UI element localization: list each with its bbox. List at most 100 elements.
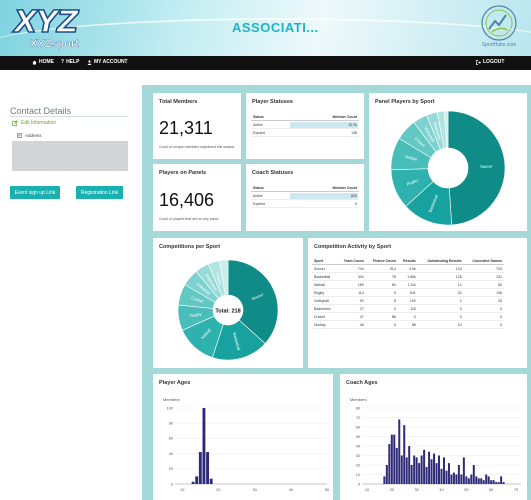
column-header[interactable]: Sport	[312, 258, 337, 265]
edit-information-link[interactable]: Edit Information	[12, 120, 56, 126]
histogram-bar[interactable]	[420, 455, 423, 485]
y-tick-label: 20	[169, 467, 173, 471]
histogram-bar[interactable]	[465, 476, 468, 484]
histogram-bar[interactable]	[410, 465, 413, 484]
histogram-bar[interactable]	[495, 482, 498, 484]
histogram-bar[interactable]	[198, 452, 202, 484]
event-signup-link-button[interactable]: Event sign up Link	[10, 186, 60, 199]
column-header[interactable]: Member Count	[289, 185, 359, 192]
histogram-bar[interactable]	[472, 465, 475, 484]
nav-logout[interactable]: LOGOUT	[476, 59, 504, 65]
histogram-bar[interactable]	[492, 480, 495, 484]
histogram-bar[interactable]	[442, 457, 445, 484]
registration-link-button[interactable]: Registration Link	[76, 186, 123, 199]
players-on-panels-caption: Count of players that are on any panel	[159, 217, 219, 221]
player-statuses-title: Player Statuses	[252, 99, 293, 105]
histogram-bar[interactable]	[413, 455, 416, 485]
value-cell: 703	[463, 264, 504, 273]
nav-account[interactable]: MY ACCOUNT	[87, 59, 128, 65]
histogram-bar[interactable]	[462, 457, 465, 484]
histogram-bar[interactable]	[191, 481, 195, 484]
user-icon	[87, 59, 92, 65]
histogram-bar[interactable]	[202, 408, 206, 484]
column-header[interactable]: Member Count	[289, 114, 359, 121]
banner-swirl	[0, 18, 531, 56]
histogram-bar[interactable]	[447, 463, 450, 484]
histogram-bar[interactable]	[390, 434, 393, 484]
histogram-bar[interactable]	[425, 466, 428, 484]
coach-ages-card: Coach Ages Members 0 10 20 30 40 50 60 70 80 10 20 3…	[340, 374, 527, 500]
histogram-bar[interactable]	[433, 453, 436, 484]
count-value: 138	[351, 130, 357, 135]
histogram-bar[interactable]	[457, 465, 460, 484]
column-header[interactable]: Results	[397, 258, 418, 265]
nav-home[interactable]: HOME	[32, 59, 54, 65]
count-cell: 20,7k	[289, 120, 359, 129]
histogram-bar[interactable]	[502, 482, 505, 484]
histogram-bar[interactable]	[452, 472, 455, 484]
x-tick-label: 20	[390, 488, 394, 492]
histogram-bar[interactable]	[455, 474, 458, 485]
pie-slice-label: Hockey	[215, 272, 224, 286]
column-header[interactable]: Fixture Count	[365, 258, 398, 265]
histogram-bar[interactable]	[398, 419, 401, 484]
histogram-bar[interactable]	[460, 474, 463, 485]
histogram-bar[interactable]	[450, 474, 453, 485]
histogram-bar[interactable]	[209, 478, 213, 484]
histogram-bar[interactable]	[393, 434, 396, 484]
histogram-bar[interactable]	[403, 425, 406, 484]
column-header[interactable]: Status	[251, 185, 290, 192]
histogram-bar[interactable]	[475, 476, 478, 484]
histogram-bar[interactable]	[490, 480, 493, 484]
histogram-bar[interactable]	[383, 476, 386, 484]
sport-cell: Cricket	[312, 312, 337, 321]
histogram-bar[interactable]	[470, 474, 473, 485]
histogram-bar[interactable]	[418, 463, 421, 484]
histogram-bar[interactable]	[440, 468, 443, 484]
x-tick-label: 10	[180, 488, 184, 492]
table-row: Expired 138	[251, 128, 359, 137]
value-cell: 84	[365, 280, 398, 289]
histogram-bar[interactable]	[206, 452, 210, 484]
header-banner: XYZ XYZsport ASSOCIATI... SportHubs.com	[0, 0, 531, 56]
histogram-bar[interactable]	[400, 455, 403, 485]
histogram-bar[interactable]	[477, 478, 480, 484]
pie-slice-label: Basketball	[427, 194, 439, 213]
column-header[interactable]: Team Count	[336, 258, 366, 265]
y-tick-label: 80	[169, 422, 173, 426]
table-row: Netball 189 84 1.11k 12 80	[312, 280, 504, 289]
value-cell: 0	[397, 312, 418, 321]
x-tick-label: 30	[415, 488, 419, 492]
histogram-bar[interactable]	[497, 482, 500, 484]
histogram-bar[interactable]	[487, 476, 490, 484]
pie-slice-other[interactable]	[444, 110, 449, 149]
histogram-bar[interactable]	[500, 476, 503, 484]
histogram-bar[interactable]	[408, 446, 411, 484]
column-header[interactable]: Conceded Games	[463, 258, 504, 265]
histogram-bar[interactable]	[423, 449, 426, 484]
nav-help[interactable]: ? HELP	[61, 59, 79, 65]
histogram-bar[interactable]	[485, 474, 488, 485]
logo-mark[interactable]: XYZ	[13, 5, 79, 40]
histogram-bar[interactable]	[388, 444, 391, 484]
histogram-bar[interactable]	[405, 457, 408, 484]
histogram-bar[interactable]	[467, 478, 470, 484]
pie-slice-soccer[interactable]	[447, 110, 506, 226]
histogram-bar[interactable]	[445, 470, 448, 484]
histogram-bar[interactable]	[415, 457, 418, 484]
value-cell: 4.9k	[397, 264, 418, 273]
histogram-bar[interactable]	[195, 476, 199, 484]
histogram-bar[interactable]	[395, 447, 398, 484]
value-cell: 231	[463, 272, 504, 281]
column-header[interactable]: Status	[251, 114, 290, 121]
histogram-bar[interactable]	[438, 455, 441, 485]
histogram-bar[interactable]	[428, 451, 431, 484]
histogram-bar[interactable]	[480, 478, 483, 484]
y-tick-label: 20	[356, 463, 360, 467]
histogram-bar[interactable]	[435, 463, 438, 484]
column-header[interactable]: Outstanding Results	[417, 258, 464, 265]
histogram-bar[interactable]	[430, 459, 433, 484]
top-navbar: HOME ? HELP MY ACCOUNT LOGOUT	[0, 56, 531, 70]
histogram-bar[interactable]	[385, 465, 388, 484]
histogram-bar[interactable]	[482, 480, 485, 484]
